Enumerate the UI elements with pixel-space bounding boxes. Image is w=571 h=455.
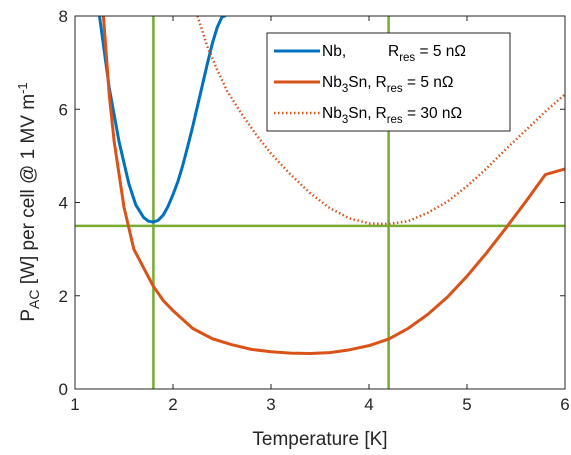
y-tick-label-0: 0 bbox=[59, 380, 68, 399]
legend: Nb, Rres = 5 nΩ Nb3Sn, Rres = 5 nΩ Nb3Sn, R… bbox=[267, 33, 510, 131]
x-tick-label-2: 3 bbox=[266, 395, 275, 414]
y-tick-label-2: 4 bbox=[59, 194, 68, 213]
y-tick-label-3: 6 bbox=[59, 100, 68, 119]
x-tick-label-1: 2 bbox=[168, 395, 177, 414]
x-tick-label-0: 1 bbox=[70, 395, 79, 414]
y-tick-label-4: 8 bbox=[59, 7, 68, 26]
y-axis-title: PAC [W] per cell @ 1 MV m-1 bbox=[15, 82, 42, 321]
x-axis-title: Temperature [K] bbox=[252, 429, 387, 450]
x-tick-label-3: 4 bbox=[364, 395, 373, 414]
x-tick-label-4: 5 bbox=[462, 395, 471, 414]
x-tick-label-5: 6 bbox=[560, 395, 569, 414]
y-tick-label-1: 2 bbox=[59, 287, 68, 306]
